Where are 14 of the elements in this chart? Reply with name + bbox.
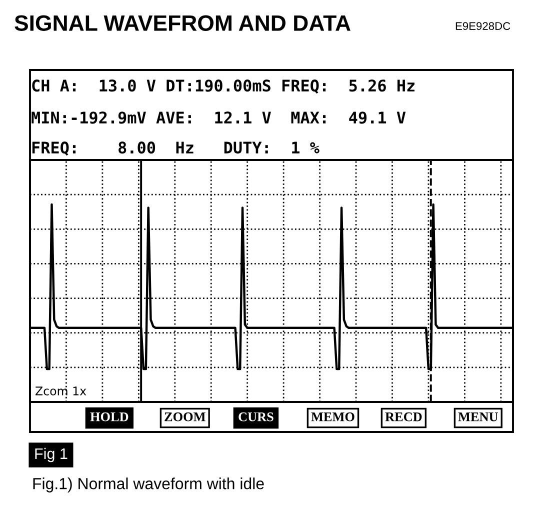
text: FREQ: 8.00 Hz DUTY: 1 %	[32, 142, 320, 156]
text: E9E928DC	[456, 22, 510, 30]
chart-title: SIGNAL WAVEFROM AND DATA	[14, 15, 350, 31]
text: HOLD	[90, 412, 128, 422]
text: RECD	[385, 412, 422, 422]
text: ZOOM	[164, 412, 206, 422]
text: MIN:-192.9mV AVE: 12.1 V MAX: 49.1 V	[32, 112, 406, 124]
text: MENU	[458, 412, 498, 422]
caption: Fig.1) Normal waveform with idle	[33, 478, 264, 492]
text: Zcom 1x	[36, 386, 86, 396]
text: CH A: 13.0 V DT:190.00mS FREQ: 5.26 Hz	[32, 80, 414, 94]
text: MEMO	[311, 412, 354, 422]
caption: Fig 1	[35, 448, 68, 462]
text: CURS	[238, 412, 274, 422]
